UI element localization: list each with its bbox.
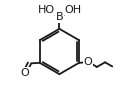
Text: OH: OH	[64, 5, 81, 15]
Text: O: O	[83, 57, 92, 67]
Text: O: O	[20, 68, 29, 78]
Text: HO: HO	[37, 5, 55, 15]
Text: B: B	[56, 12, 63, 22]
